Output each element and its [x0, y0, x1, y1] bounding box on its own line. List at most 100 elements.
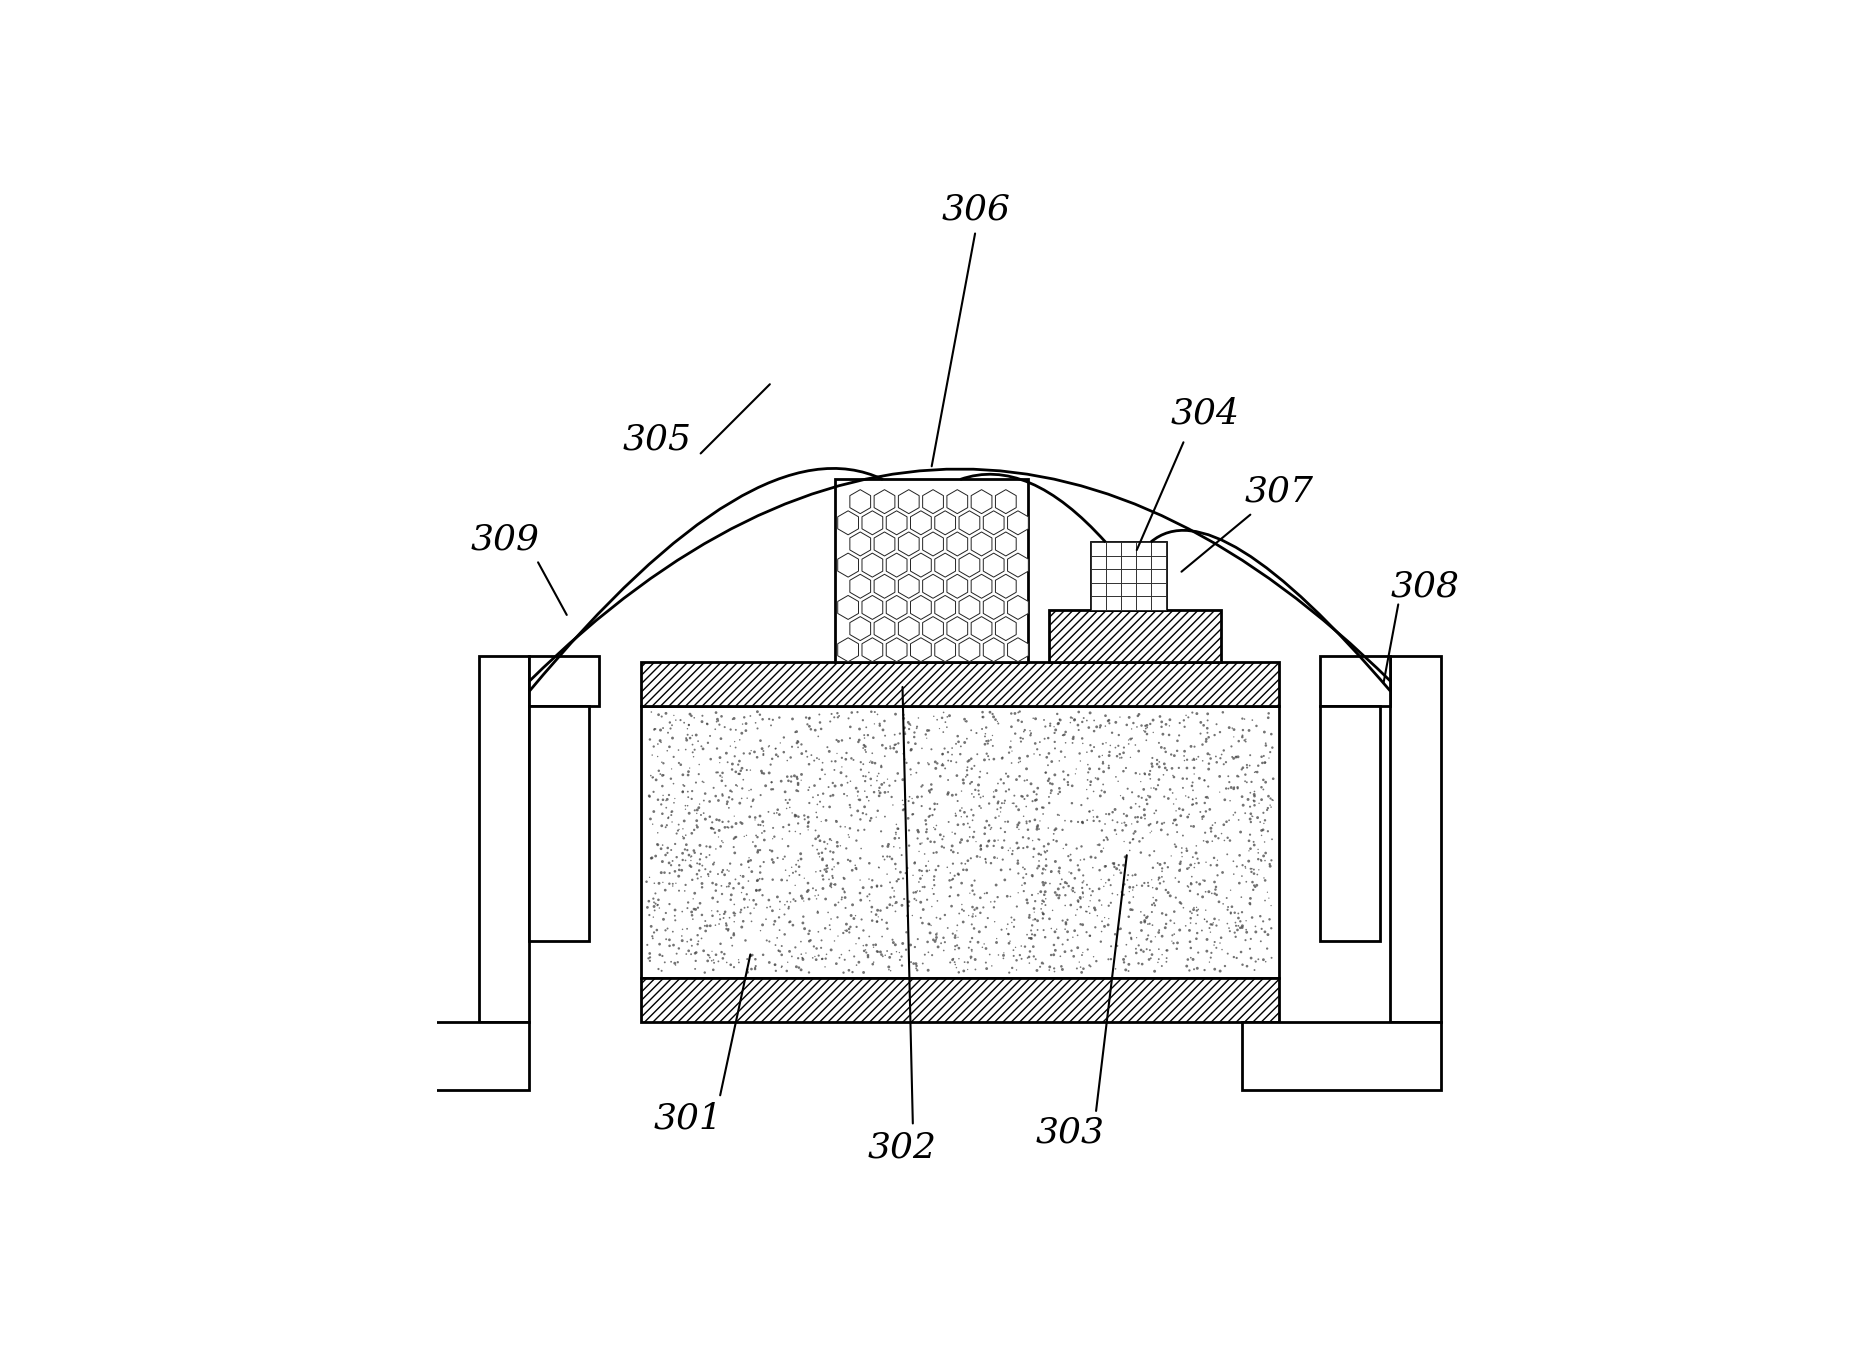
Point	[813, 858, 843, 879]
Point	[1169, 825, 1199, 847]
Point	[867, 925, 897, 947]
Point	[736, 944, 766, 966]
Point	[781, 854, 811, 875]
Point	[680, 898, 710, 920]
Point	[1047, 909, 1077, 931]
Point	[715, 735, 745, 757]
Point	[697, 950, 727, 972]
Point	[862, 911, 892, 932]
Point	[811, 860, 841, 882]
Point	[863, 906, 893, 928]
Point	[888, 932, 918, 954]
Point	[783, 772, 813, 794]
Point	[1249, 752, 1279, 773]
Point	[987, 746, 1017, 768]
Point	[822, 852, 852, 874]
Point	[674, 855, 704, 877]
Point	[1247, 825, 1277, 847]
Point	[1124, 786, 1154, 807]
Point	[882, 940, 912, 962]
Point	[1238, 710, 1268, 731]
Point	[680, 958, 710, 980]
Point	[1068, 811, 1098, 833]
Point	[1053, 909, 1083, 931]
Point	[1068, 882, 1098, 904]
Point	[1114, 923, 1144, 944]
Point	[1240, 863, 1270, 885]
Point	[1062, 924, 1092, 946]
Point	[865, 821, 895, 843]
Point	[642, 833, 672, 855]
Point	[1023, 778, 1053, 799]
Point	[1178, 949, 1208, 970]
Point	[807, 949, 837, 970]
Point	[1210, 788, 1240, 810]
Point	[957, 896, 987, 917]
Point	[734, 849, 764, 871]
Point	[686, 735, 715, 757]
Point	[669, 849, 699, 871]
Point	[742, 746, 772, 768]
Point	[1212, 844, 1242, 866]
Point	[1058, 877, 1088, 898]
Point	[948, 894, 978, 916]
Point	[742, 893, 772, 915]
Point	[901, 718, 931, 740]
Point	[646, 862, 676, 883]
Point	[742, 879, 772, 901]
Point	[1135, 822, 1165, 844]
Point	[794, 792, 824, 814]
Point	[1249, 813, 1279, 835]
Point	[1253, 798, 1283, 820]
Point	[682, 814, 712, 836]
Point	[1225, 917, 1255, 939]
Point	[1199, 847, 1229, 868]
Point	[830, 920, 860, 942]
Point	[781, 805, 811, 826]
Point	[1109, 855, 1139, 877]
Point	[764, 939, 794, 961]
Point	[794, 779, 824, 801]
Point	[1105, 744, 1135, 765]
Point	[1247, 746, 1277, 768]
Point	[968, 706, 998, 727]
Point	[1126, 920, 1156, 942]
Point	[1159, 809, 1189, 830]
Point	[687, 928, 717, 950]
Point	[848, 935, 878, 957]
Point	[852, 942, 882, 963]
Point	[672, 795, 702, 817]
Point	[689, 802, 719, 824]
Point	[1006, 935, 1036, 957]
Point	[787, 959, 817, 981]
Point	[948, 813, 978, 835]
Point	[848, 940, 878, 962]
Point	[800, 775, 830, 797]
Point	[817, 908, 847, 930]
Point	[833, 919, 863, 940]
Point	[742, 718, 772, 740]
Point	[635, 904, 665, 925]
Point	[936, 821, 966, 843]
Point	[835, 771, 865, 792]
Point	[663, 740, 693, 761]
Point	[800, 820, 830, 841]
Point	[682, 772, 712, 794]
Point	[833, 959, 863, 981]
Point	[901, 955, 931, 977]
Bar	[641, 662, 1279, 706]
Point	[1086, 894, 1116, 916]
Point	[1240, 921, 1270, 943]
Point	[1240, 761, 1270, 783]
Point	[832, 913, 862, 935]
Point	[1167, 845, 1197, 867]
Point	[907, 912, 936, 934]
Point	[877, 786, 907, 807]
Point	[766, 935, 796, 957]
Point	[669, 782, 699, 803]
Point	[1084, 859, 1114, 881]
Point	[672, 764, 702, 786]
Point	[729, 866, 759, 887]
Point	[1075, 878, 1105, 900]
Point	[777, 856, 807, 878]
